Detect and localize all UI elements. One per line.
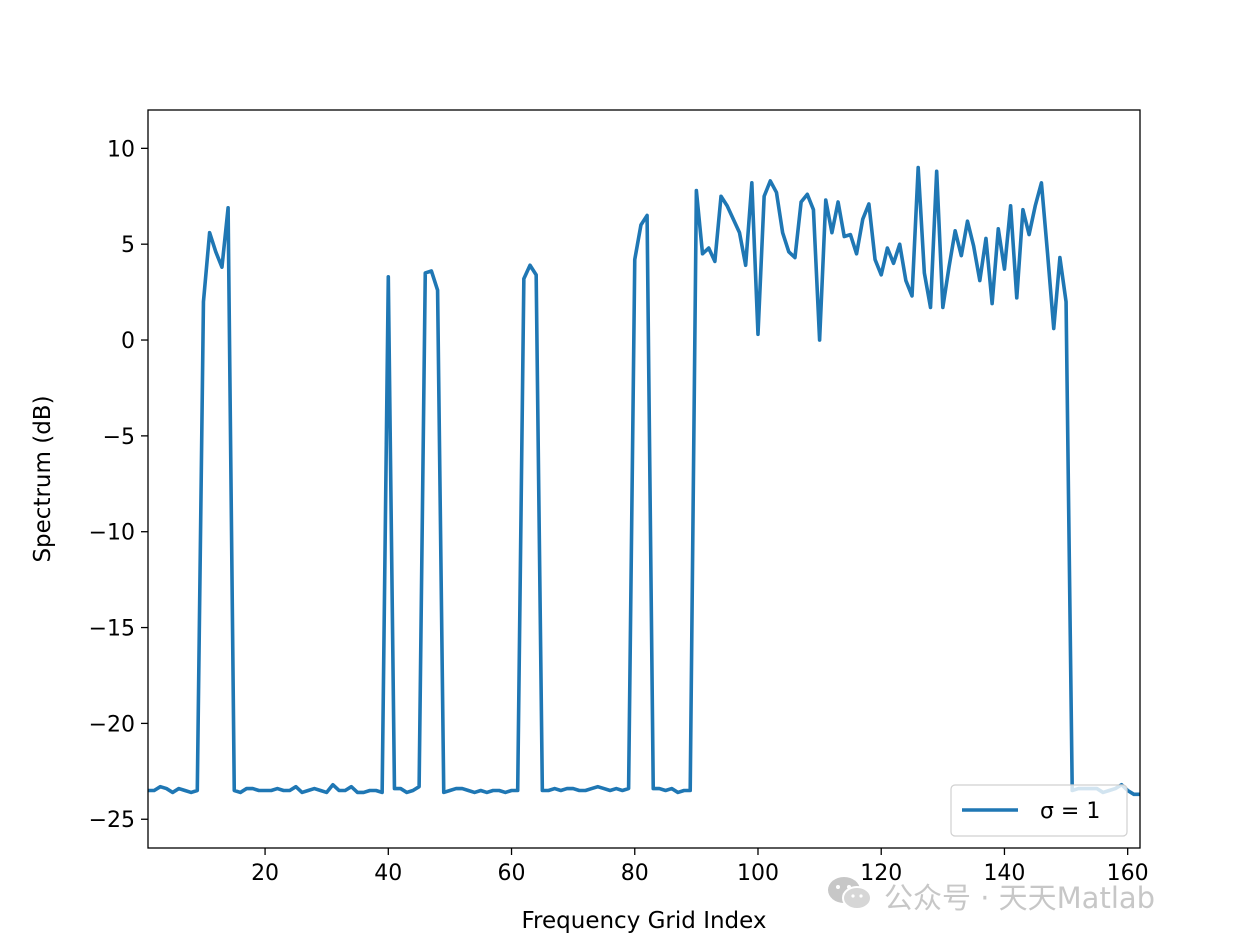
y-tick-label: 10 (107, 137, 135, 162)
y-tick-label: 5 (121, 233, 135, 258)
x-tick-label: 80 (621, 861, 649, 886)
x-axis-label: Frequency Grid Index (521, 908, 766, 934)
y-axis-label: Spectrum (dB) (30, 395, 56, 562)
x-tick-label: 140 (983, 861, 1025, 886)
x-axis-ticks: 20 40 60 80 100 120 140 160 (251, 848, 1149, 886)
legend-label: σ = 1 (1040, 799, 1100, 824)
watermark: 公众号 · 天天Matlab (826, 876, 1155, 916)
wechat-icon (826, 874, 874, 919)
y-axis-ticks: −25 −20 −15 −10 −5 0 5 10 (89, 137, 148, 833)
series-layer (148, 165, 1140, 797)
x-tick-label: 160 (1107, 861, 1149, 886)
x-tick-label: 120 (860, 861, 902, 886)
y-tick-label: −10 (89, 521, 135, 546)
legend-box (950, 784, 1128, 837)
y-tick-label: −15 (89, 617, 135, 642)
y-tick-label: −20 (89, 712, 135, 737)
plot-frame (147, 109, 1141, 849)
x-tick-label: 100 (737, 861, 779, 886)
x-tick-label: 40 (374, 861, 402, 886)
x-tick-label: 60 (498, 861, 526, 886)
series-line (148, 165, 1140, 797)
y-tick-label: −25 (89, 808, 135, 833)
y-tick-label: −5 (103, 425, 135, 450)
legend: σ = 1 (950, 784, 1128, 837)
watermark-text: 公众号 · 天天Matlab (884, 881, 1156, 915)
plot-area (148, 110, 1140, 848)
x-tick-label: 20 (251, 861, 279, 886)
y-tick-label: 0 (121, 329, 135, 354)
